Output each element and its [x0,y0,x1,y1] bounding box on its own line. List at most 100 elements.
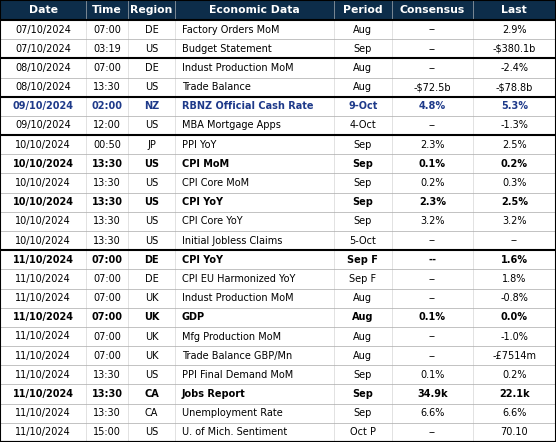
Bar [473,327,556,346]
Bar [392,97,473,116]
Text: 11/10/2024: 11/10/2024 [15,408,71,418]
Bar [473,231,556,250]
Bar [86,212,128,231]
Text: Mfg Production MoM: Mfg Production MoM [182,332,281,342]
Bar [392,135,473,154]
Bar [473,289,556,308]
Text: Aug: Aug [352,312,374,322]
Bar [0,269,86,289]
Text: --: -- [429,427,436,438]
Bar [334,97,392,116]
Text: MBA Mortgage Apps: MBA Mortgage Apps [182,121,281,130]
Text: 0.2%: 0.2% [502,370,527,380]
Text: 13:30: 13:30 [93,82,121,92]
Bar [0,97,86,116]
Text: Indust Production MoM: Indust Production MoM [182,293,294,303]
Bar [128,58,175,77]
Bar [128,193,175,212]
Bar [86,327,128,346]
Bar [473,212,556,231]
Bar [0,0,86,20]
Text: 9-Oct: 9-Oct [348,101,378,111]
Text: Trade Balance: Trade Balance [182,82,251,92]
Bar [392,116,473,135]
Bar [0,77,86,97]
Bar [392,20,473,39]
Text: Aug: Aug [353,293,373,303]
Text: 10/10/2024: 10/10/2024 [13,197,73,207]
Text: Period: Period [343,5,383,15]
Bar [473,116,556,135]
Text: 09/10/2024: 09/10/2024 [13,101,73,111]
Text: JP: JP [147,140,156,150]
Bar [86,135,128,154]
Bar [473,250,556,269]
Bar [473,173,556,193]
Text: 3.2%: 3.2% [502,217,527,226]
Bar [0,385,86,404]
Text: DE: DE [145,274,158,284]
Bar [392,346,473,365]
Text: 07:00: 07:00 [93,274,121,284]
Text: 70.10: 70.10 [500,427,528,438]
Bar [473,423,556,442]
Bar [473,404,556,423]
Bar [175,308,334,327]
Bar [334,116,392,135]
Bar [175,231,334,250]
Bar [0,346,86,365]
Text: Sep: Sep [354,370,372,380]
Bar [334,231,392,250]
Text: US: US [145,82,158,92]
Text: 2.5%: 2.5% [501,197,528,207]
Bar [0,308,86,327]
Bar [334,327,392,346]
Text: --: -- [429,121,436,130]
Bar [0,212,86,231]
Text: CPI YoY: CPI YoY [182,255,223,265]
Text: 07:00: 07:00 [93,293,121,303]
Text: -$380.1b: -$380.1b [493,44,536,54]
Bar [392,173,473,193]
Text: UK: UK [145,332,158,342]
Text: 13:30: 13:30 [92,389,122,399]
Text: 15:00: 15:00 [93,427,121,438]
Text: Aug: Aug [353,351,373,361]
Bar [128,212,175,231]
Text: 3.2%: 3.2% [420,217,445,226]
Bar [86,173,128,193]
Text: CPI YoY: CPI YoY [182,197,223,207]
Text: 11/10/2024: 11/10/2024 [13,389,73,399]
Text: 11/10/2024: 11/10/2024 [15,370,71,380]
Text: 2.3%: 2.3% [419,197,446,207]
Bar [334,404,392,423]
Text: 0.0%: 0.0% [501,312,528,322]
Text: 10/10/2024: 10/10/2024 [15,236,71,246]
Bar [392,193,473,212]
Text: --: -- [429,236,436,246]
Text: -£7514m: -£7514m [492,351,537,361]
Bar [0,250,86,269]
Bar [128,231,175,250]
Text: CPI EU Harmonized YoY: CPI EU Harmonized YoY [182,274,295,284]
Bar [334,212,392,231]
Bar [392,250,473,269]
Text: Sep: Sep [354,217,372,226]
Text: 22.1k: 22.1k [499,389,530,399]
Bar [128,346,175,365]
Text: 2.5%: 2.5% [502,140,527,150]
Bar [175,212,334,231]
Text: 10/10/2024: 10/10/2024 [15,178,71,188]
Text: UK: UK [144,312,159,322]
Text: 07:00: 07:00 [93,351,121,361]
Bar [128,423,175,442]
Bar [392,404,473,423]
Text: Sep: Sep [354,178,372,188]
Text: 2.9%: 2.9% [502,25,527,34]
Text: 13:30: 13:30 [93,236,121,246]
Text: 07:00: 07:00 [92,312,122,322]
Text: 13:30: 13:30 [93,178,121,188]
Bar [175,39,334,58]
Text: 11/10/2024: 11/10/2024 [13,255,73,265]
Text: Sep: Sep [353,197,373,207]
